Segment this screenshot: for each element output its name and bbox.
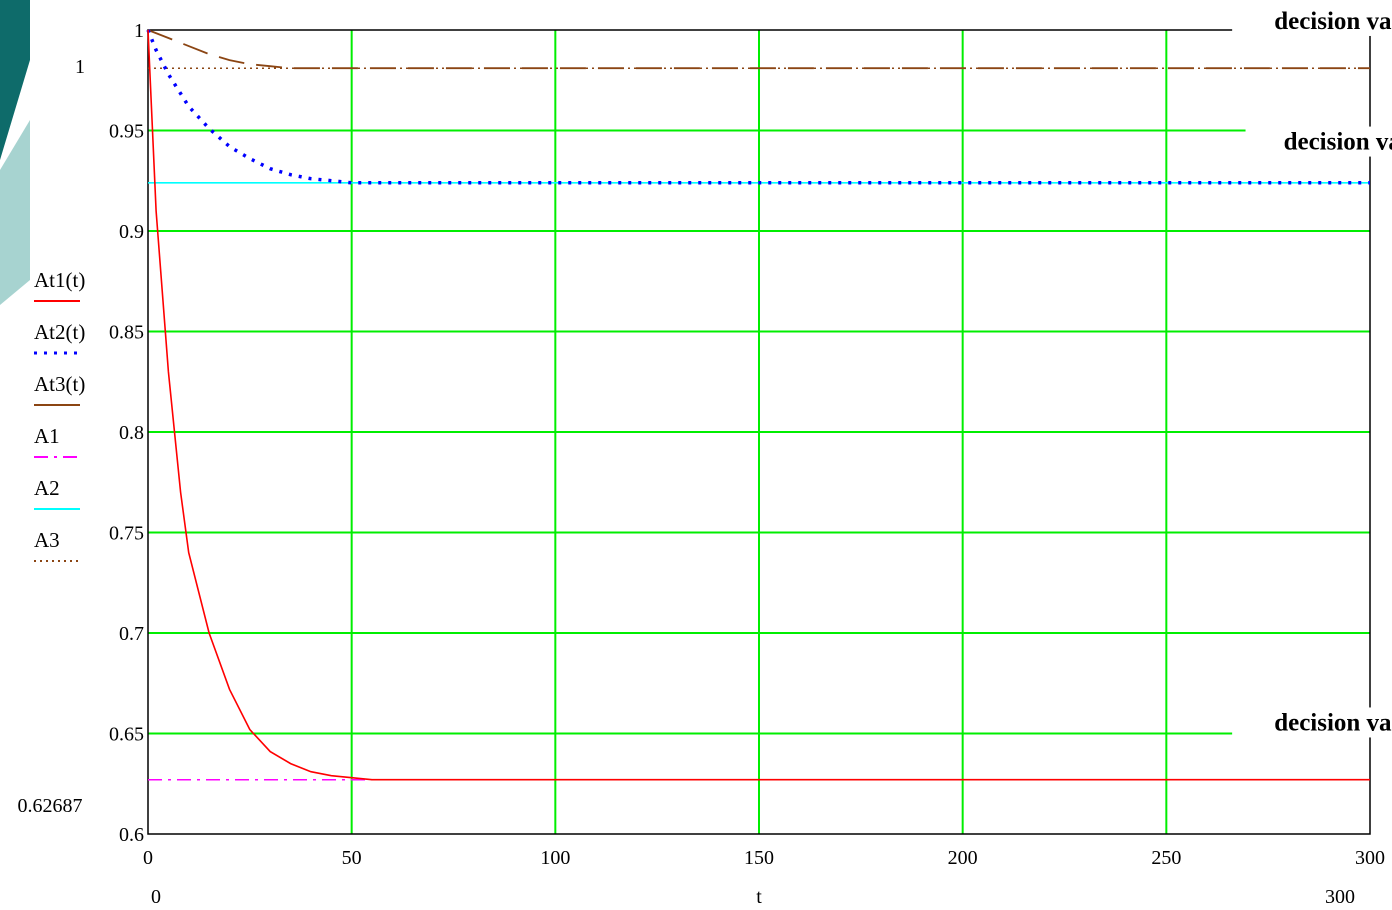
x-limit-min: 0 [151, 886, 161, 908]
grid [148, 30, 1370, 834]
limit-labels: 0 300 t 1 0.62687 [18, 56, 1356, 908]
x-tick-200: 200 [948, 847, 978, 869]
legend-label-3: At3(t) [34, 372, 85, 396]
legend-label-1: At1(t) [34, 268, 85, 292]
x-tick-250: 250 [1151, 847, 1181, 869]
y-tick-1: 1 [134, 20, 144, 42]
y-tick-0.7: 0.7 [119, 623, 144, 645]
y-limit-min: 0.62687 [18, 795, 83, 817]
series-line-at2t [146, 29, 1370, 185]
y-limit-max: 1 [75, 56, 85, 78]
y-tick-0.65: 0.65 [109, 724, 144, 746]
legend-label-5: A2 [34, 476, 60, 500]
annotation-bg-2 [1245, 126, 1392, 157]
x-axis-label: t [756, 886, 762, 908]
plot-border [147, 29, 1371, 835]
annotation-bg-1 [1232, 5, 1392, 36]
annotation-3: decision value 0.5 m [1274, 709, 1392, 736]
x-limit-max: 300 [1325, 886, 1355, 908]
annotations: decision value 1.5 m decision value 1 m de… [1232, 5, 1392, 738]
x-tick-50: 50 [342, 847, 362, 869]
annotation-bg-3 [1232, 707, 1392, 738]
series-layer [146, 29, 1370, 781]
y-tick-0.6: 0.6 [119, 824, 144, 846]
series-line-at3t [147, 29, 1370, 70]
y-tick-0.9: 0.9 [119, 221, 144, 243]
x-tick-300: 300 [1355, 847, 1385, 869]
plot-frame [147, 29, 1371, 835]
y-tick-0.75: 0.75 [109, 523, 144, 545]
series-line-at1t [147, 29, 1370, 781]
legend: At1(t) At2(t) At3(t) A1 A2 A3 [34, 268, 85, 562]
x-tick-150: 150 [744, 847, 774, 869]
legend-label-4: A1 [34, 424, 60, 448]
y-tick-0.85: 0.85 [109, 322, 144, 344]
annotation-2: decision value 1 m [1284, 129, 1392, 156]
legend-label-6: A3 [34, 528, 60, 552]
y-tick-0.8: 0.8 [119, 422, 144, 444]
annotation-1: decision value 1.5 m [1274, 8, 1392, 35]
y-tick-0.95: 0.95 [109, 121, 144, 143]
legend-label-2: At2(t) [34, 320, 85, 344]
deco-light-shape [0, 120, 30, 305]
tick-labels: 0 50 100 150 200 250 300 0.6 0.65 0.7 0.75 0.8 0.85 0… [109, 20, 1385, 869]
x-tick-0: 0 [143, 847, 153, 869]
x-tick-100: 100 [540, 847, 570, 869]
deco-dark-shape [0, 0, 30, 160]
